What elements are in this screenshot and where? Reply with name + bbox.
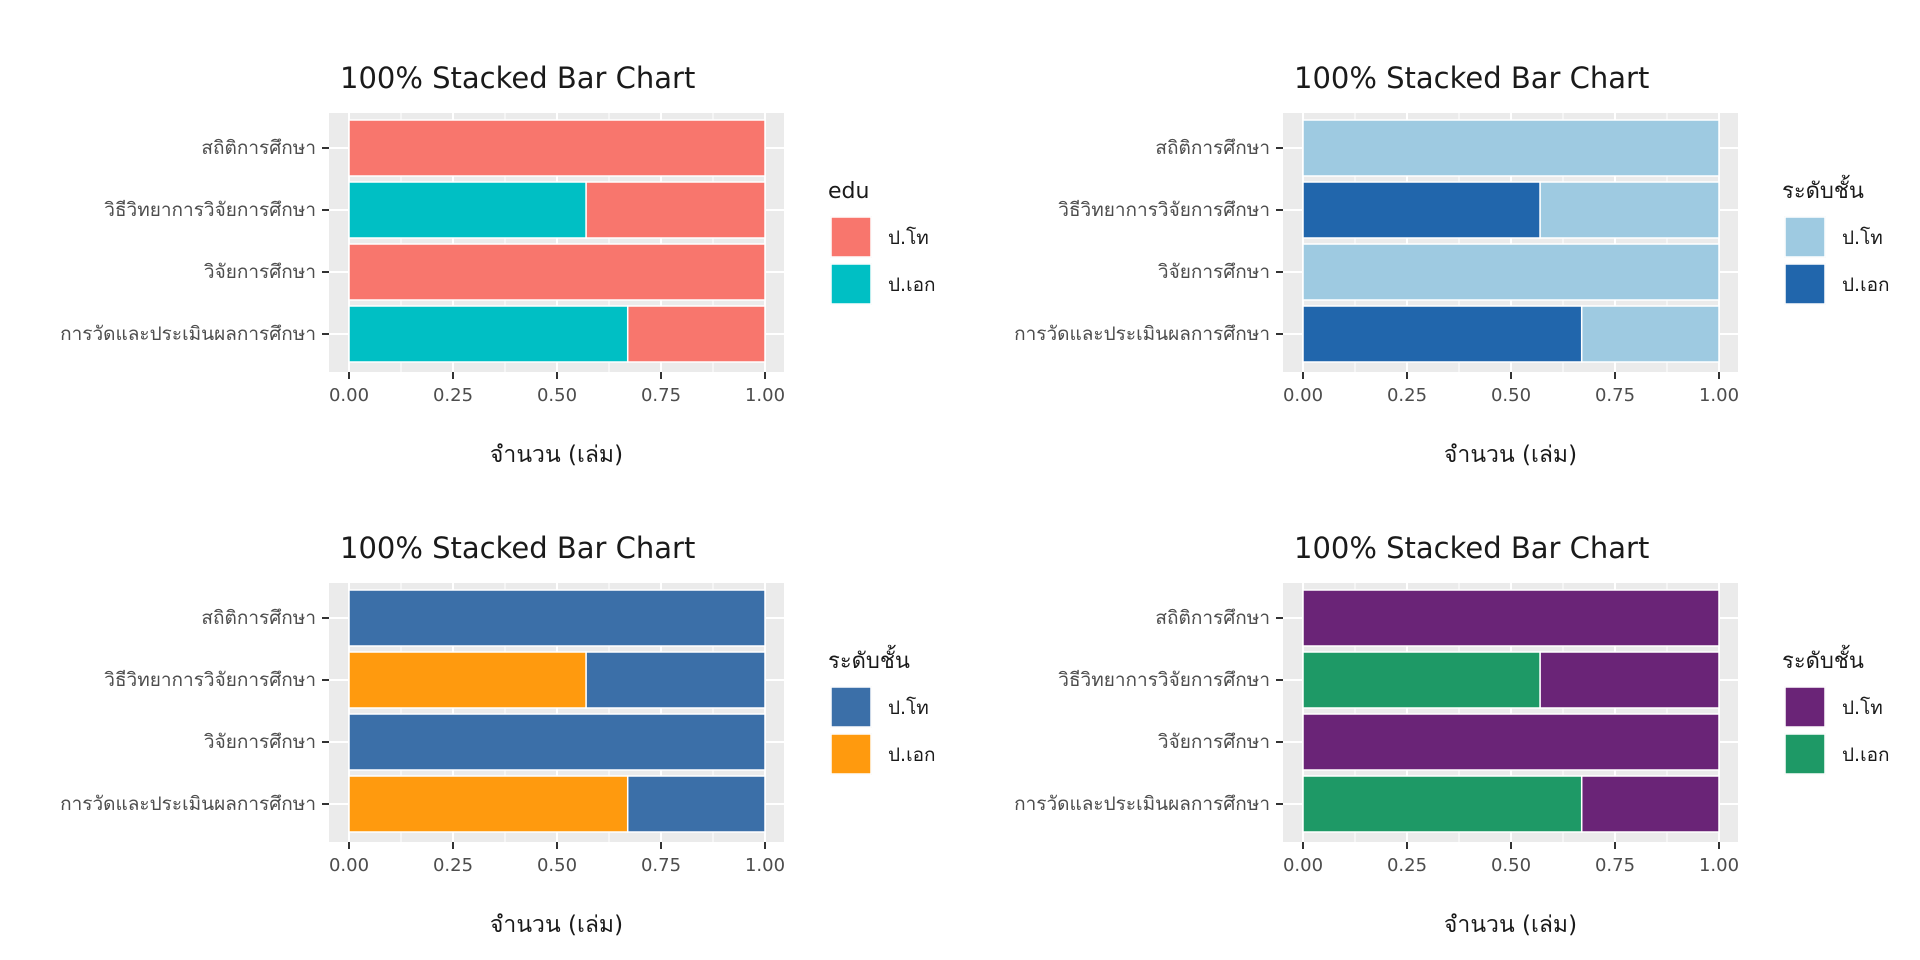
x-tick-label: 1.00 bbox=[1699, 855, 1739, 876]
x-tick-label: 0.50 bbox=[537, 855, 577, 876]
x-tick-label: 0.25 bbox=[1387, 385, 1427, 406]
x-tick-label: 1.00 bbox=[745, 385, 785, 406]
y-tick-label: สถิติการศึกษา bbox=[201, 607, 316, 629]
bar-segment-series-2 bbox=[1302, 305, 1583, 363]
y-tick-label: วิจัยการศึกษา bbox=[1158, 261, 1270, 283]
x-tick-label: 0.75 bbox=[641, 855, 681, 876]
legend-title: ระดับชั้น bbox=[1782, 645, 1864, 674]
legend-title: ระดับชั้น bbox=[828, 645, 910, 674]
x-tick-label: 0.50 bbox=[1491, 385, 1531, 406]
y-tick-label: การวัดและประเมินผลการศึกษา bbox=[1014, 323, 1270, 345]
legend-title: edu bbox=[828, 179, 869, 204]
bar-segment-series-1 bbox=[1580, 305, 1720, 363]
chart-panel-4: สถิติการศึกษาวิธีวิทยาการวิจัยการศึกษาวิ… bbox=[1014, 531, 1889, 938]
bar-segment-series-1 bbox=[348, 589, 766, 647]
bar-segment-series-2 bbox=[348, 651, 587, 709]
chart-panel-2: สถิติการศึกษาวิธีวิทยาการวิจัยการศึกษาวิ… bbox=[1014, 61, 1889, 468]
bar-segment-series-1 bbox=[585, 651, 766, 709]
legend-swatch bbox=[830, 686, 872, 728]
x-axis-title: จำนวน (เล่ม) bbox=[1444, 442, 1577, 468]
legend-label: ป.เอก bbox=[1842, 274, 1890, 296]
bar-segment-series-1 bbox=[1302, 243, 1720, 301]
x-tick-label: 0.25 bbox=[433, 855, 473, 876]
legend-swatch bbox=[1784, 733, 1826, 775]
x-tick-label: 0.75 bbox=[1595, 385, 1635, 406]
legend-label: ป.โท bbox=[888, 226, 929, 249]
y-tick-label: สถิติการศึกษา bbox=[201, 137, 316, 159]
bar-segment-series-1 bbox=[1580, 775, 1720, 833]
x-tick-label: 0.00 bbox=[329, 385, 369, 406]
legend-swatch bbox=[1784, 686, 1826, 728]
legend-label: ป.โท bbox=[888, 696, 929, 719]
x-tick-label: 1.00 bbox=[1699, 385, 1739, 406]
bar-segment-series-1 bbox=[348, 119, 766, 177]
bar-segment-series-1 bbox=[1539, 651, 1720, 709]
y-tick-label: สถิติการศึกษา bbox=[1155, 137, 1270, 159]
bar-segment-series-2 bbox=[348, 181, 587, 239]
y-tick-label: วิจัยการศึกษา bbox=[204, 731, 316, 753]
x-tick-label: 0.25 bbox=[433, 385, 473, 406]
bar-segment-series-1 bbox=[626, 775, 766, 833]
y-tick-label: การวัดและประเมินผลการศึกษา bbox=[1014, 793, 1270, 815]
x-tick-label: 0.75 bbox=[641, 385, 681, 406]
x-tick-label: 0.50 bbox=[1491, 855, 1531, 876]
legend-label: ป.โท bbox=[1842, 696, 1883, 719]
bar-segment-series-2 bbox=[1302, 651, 1541, 709]
y-tick-label: วิจัยการศึกษา bbox=[1158, 731, 1270, 753]
legend-label: ป.เอก bbox=[888, 744, 936, 766]
legend-label: ป.โท bbox=[1842, 226, 1883, 249]
legend-swatch bbox=[830, 733, 872, 775]
chart-title: 100% Stacked Bar Chart bbox=[340, 61, 695, 95]
legend-label: ป.เอก bbox=[888, 274, 936, 296]
bar-segment-series-1 bbox=[348, 243, 766, 301]
legend-swatch bbox=[830, 216, 872, 258]
bar-segment-series-1 bbox=[1302, 713, 1720, 771]
legend-label: ป.เอก bbox=[1842, 744, 1890, 766]
legend-swatch bbox=[830, 263, 872, 305]
x-tick-label: 0.75 bbox=[1595, 855, 1635, 876]
chart-title: 100% Stacked Bar Chart bbox=[340, 531, 695, 565]
bar-segment-series-1 bbox=[1302, 589, 1720, 647]
x-tick-label: 0.25 bbox=[1387, 855, 1427, 876]
legend-title: ระดับชั้น bbox=[1782, 175, 1864, 204]
y-tick-label: สถิติการศึกษา bbox=[1155, 607, 1270, 629]
chart-title: 100% Stacked Bar Chart bbox=[1294, 61, 1649, 95]
bar-segment-series-1 bbox=[585, 181, 766, 239]
y-tick-label: วิธีวิทยาการวิจัยการศึกษา bbox=[104, 199, 316, 221]
y-tick-label: วิธีวิทยาการวิจัยการศึกษา bbox=[1058, 199, 1270, 221]
x-tick-label: 0.50 bbox=[537, 385, 577, 406]
x-tick-label: 0.00 bbox=[1283, 385, 1323, 406]
bar-segment-series-1 bbox=[626, 305, 766, 363]
chart-panel-1: สถิติการศึกษาวิธีวิทยาการวิจัยการศึกษาวิ… bbox=[60, 61, 935, 468]
bar-segment-series-1 bbox=[1539, 181, 1720, 239]
y-tick-label: วิธีวิทยาการวิจัยการศึกษา bbox=[104, 669, 316, 691]
x-axis-title: จำนวน (เล่ม) bbox=[490, 442, 623, 468]
bar-segment-series-2 bbox=[1302, 775, 1583, 833]
bar-segment-series-2 bbox=[348, 775, 629, 833]
bar-segment-series-1 bbox=[1302, 119, 1720, 177]
bar-segment-series-1 bbox=[348, 713, 766, 771]
chart-panel-3: สถิติการศึกษาวิธีวิทยาการวิจัยการศึกษาวิ… bbox=[60, 531, 935, 938]
y-tick-label: การวัดและประเมินผลการศึกษา bbox=[60, 793, 316, 815]
x-tick-label: 1.00 bbox=[745, 855, 785, 876]
bar-segment-series-2 bbox=[348, 305, 629, 363]
y-tick-label: การวัดและประเมินผลการศึกษา bbox=[60, 323, 316, 345]
bar-segment-series-2 bbox=[1302, 181, 1541, 239]
chart-title: 100% Stacked Bar Chart bbox=[1294, 531, 1649, 565]
x-tick-label: 0.00 bbox=[329, 855, 369, 876]
y-tick-label: วิจัยการศึกษา bbox=[204, 261, 316, 283]
legend-swatch bbox=[1784, 263, 1826, 305]
y-tick-label: วิธีวิทยาการวิจัยการศึกษา bbox=[1058, 669, 1270, 691]
x-axis-title: จำนวน (เล่ม) bbox=[490, 912, 623, 938]
legend-swatch bbox=[1784, 216, 1826, 258]
x-axis-title: จำนวน (เล่ม) bbox=[1444, 912, 1577, 938]
x-tick-label: 0.00 bbox=[1283, 855, 1323, 876]
